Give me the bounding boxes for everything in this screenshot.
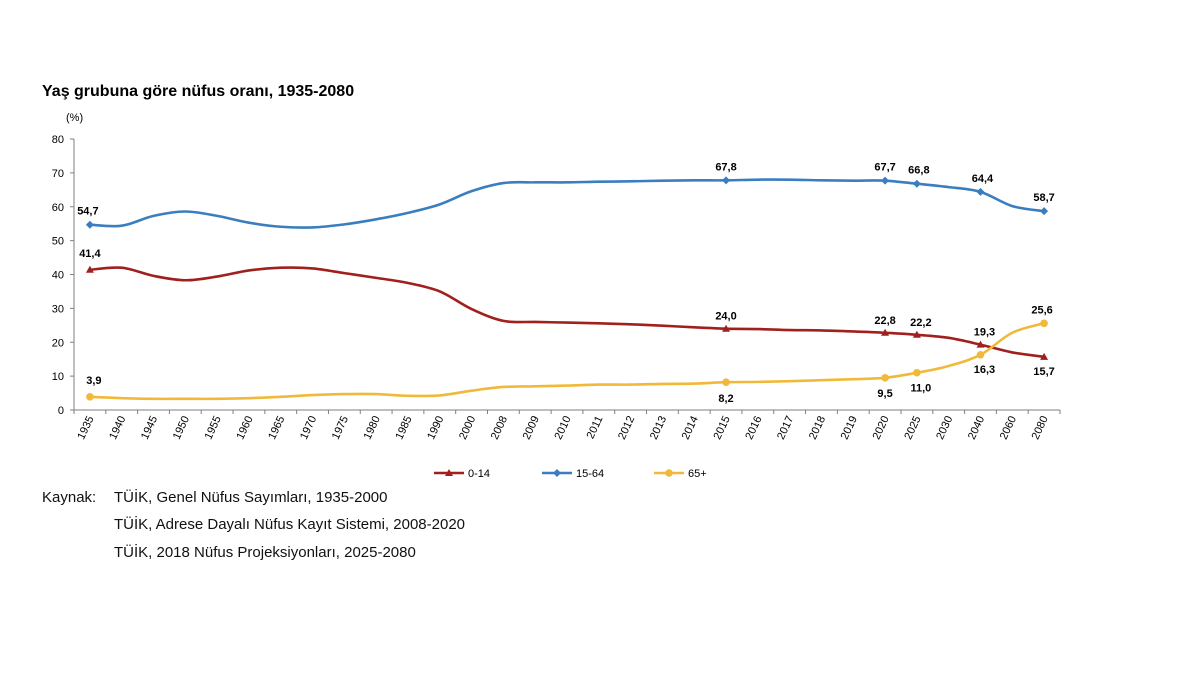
- x-tick-label: 2014: [680, 414, 701, 441]
- data-label-0-14: 22,8: [874, 315, 895, 327]
- x-tick-label: 2015: [712, 414, 733, 441]
- x-tick-label: 1975: [330, 414, 351, 441]
- x-tick-label: 2011: [585, 414, 606, 441]
- data-point-0-14: [85, 265, 94, 273]
- x-tick-label: 2019: [839, 414, 860, 441]
- data-point-0-14: [722, 324, 731, 332]
- y-tick-label: 40: [52, 270, 64, 282]
- legend-label-0-14: 0-14: [468, 468, 490, 480]
- data-point-15-64: [976, 187, 985, 196]
- legend-label-65+: 65+: [688, 468, 707, 480]
- data-label-15-64: 66,8: [908, 165, 929, 177]
- x-tick-label: 2010: [552, 414, 573, 441]
- source-line-3: TÜİK, 2018 Nüfus Projeksiyonları, 2025-2…: [114, 544, 416, 561]
- data-label-65+: 9,5: [877, 388, 892, 400]
- population-chart: Yaş grubuna göre nüfus oranı, 1935-2080 …: [42, 83, 1061, 480]
- data-label-65+: 25,6: [1031, 304, 1052, 316]
- legend-marker-15-64: [553, 469, 561, 477]
- x-tick-label: 2000: [457, 414, 478, 441]
- series-lines: [89, 178, 1045, 401]
- legend-marker-0-14: [445, 469, 453, 476]
- series-line-15-64: [89, 178, 1045, 229]
- data-point-0-14: [881, 328, 890, 336]
- data-label-65+: 16,3: [974, 364, 995, 376]
- y-tick-label: 60: [52, 202, 64, 214]
- data-point-0-14: [1040, 352, 1049, 360]
- data-label-0-14: 41,4: [79, 248, 101, 260]
- y-tick-label: 80: [52, 134, 64, 146]
- x-tick-label: 2040: [966, 414, 987, 441]
- y-tick-label: 50: [52, 236, 64, 248]
- data-point-65+: [86, 392, 94, 401]
- x-tick-label: 2008: [489, 414, 510, 441]
- x-tick-label: 1950: [171, 414, 192, 441]
- data-label-0-14: 22,2: [910, 317, 931, 329]
- x-tick-label: 2020: [871, 414, 892, 441]
- x-tick-label: 1990: [425, 414, 446, 441]
- data-label-15-64: 67,8: [715, 161, 736, 173]
- source-line-1: TÜİK, Genel Nüfus Sayımları, 1935-2000: [114, 489, 388, 506]
- x-tick-label: 1985: [393, 414, 414, 441]
- data-point-65+: [1040, 319, 1048, 328]
- x-tick-label: 2025: [902, 414, 923, 441]
- data-point-15-64: [85, 220, 94, 229]
- data-label-0-14: 19,3: [974, 327, 995, 339]
- data-label-15-64: 58,7: [1033, 192, 1054, 204]
- legend-label-15-64: 15-64: [576, 468, 604, 480]
- chart-title: Yaş grubuna göre nüfus oranı, 1935-2080: [42, 83, 354, 100]
- x-tick-label: 1940: [107, 414, 128, 441]
- data-label-15-64: 64,4: [972, 173, 994, 185]
- data-point-15-64: [1040, 207, 1049, 216]
- x-tick-label: 1965: [266, 414, 287, 441]
- data-label-65+: 8,2: [718, 393, 733, 405]
- y-tick-label: 10: [52, 371, 64, 383]
- data-label-15-64: 54,7: [77, 206, 98, 218]
- x-tick-label: 1945: [139, 414, 160, 441]
- data-label-65+: 11,0: [910, 383, 931, 395]
- y-tick-label: 30: [52, 303, 64, 315]
- source-line-2: TÜİK, Adrese Dayalı Nüfus Kayıt Sistemi,…: [114, 516, 465, 533]
- x-tick-label: 1955: [203, 414, 224, 441]
- x-tick-label: 2012: [616, 414, 637, 441]
- data-point-0-14: [912, 330, 921, 338]
- x-tick-label: 1980: [362, 414, 383, 441]
- data-point-15-64: [881, 176, 890, 185]
- x-tick-label: 1960: [234, 414, 255, 441]
- data-point-15-64: [722, 176, 731, 185]
- x-tick-label: 2016: [743, 414, 764, 441]
- x-tick-label: 2017: [775, 414, 796, 441]
- series-markers: [85, 176, 1049, 401]
- data-point-65+: [976, 350, 985, 359]
- data-point-65+: [881, 374, 889, 382]
- data-label-0-14: 24,0: [715, 311, 736, 323]
- data-point-0-14: [976, 340, 985, 348]
- y-tick-label: 0: [58, 405, 64, 417]
- series-line-0-14: [89, 266, 1045, 359]
- data-label-65+: 3,9: [86, 375, 101, 387]
- legend: 0-14 15-64 65+: [434, 468, 707, 480]
- data-point-15-64: [912, 179, 921, 188]
- x-tick-label: 1970: [298, 414, 319, 441]
- x-tick-label: 2009: [521, 414, 542, 441]
- y-axis-label: (%): [66, 112, 83, 124]
- data-label-15-64: 67,7: [874, 162, 895, 174]
- x-tick-label: 2060: [998, 414, 1019, 441]
- x-tick-label: 1935: [75, 414, 96, 441]
- data-label-0-14: 15,7: [1033, 366, 1054, 378]
- source-prefix: Kaynak:: [42, 489, 97, 506]
- x-tick-label: 2080: [1030, 414, 1051, 441]
- x-tick-label: 2030: [934, 414, 955, 441]
- x-tick-label: 2013: [648, 414, 669, 441]
- y-tick-label: 20: [52, 337, 64, 349]
- legend-marker-65+: [665, 469, 673, 477]
- data-labels: 41,4 24,0 22,8 22,2 19,3 15,7 54,7 67,8 67,7 66,8…: [77, 161, 1055, 405]
- data-point-65+: [722, 378, 730, 387]
- y-tick-label: 70: [52, 168, 64, 180]
- x-tick-label: 2018: [807, 414, 828, 441]
- data-point-65+: [913, 368, 921, 377]
